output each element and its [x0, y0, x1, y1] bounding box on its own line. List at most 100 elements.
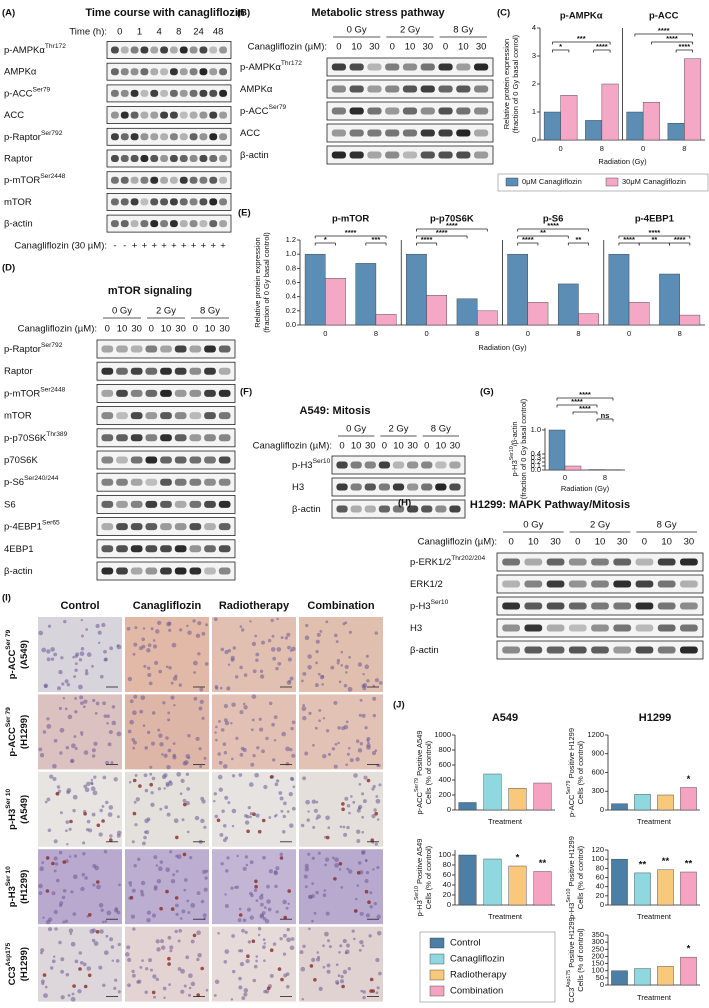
nucleus — [47, 927, 53, 932]
nucleus — [56, 686, 62, 691]
protein-band — [474, 107, 489, 115]
y-tick-label: 20 — [443, 890, 451, 899]
protein-band — [613, 558, 632, 566]
nucleus — [161, 774, 167, 780]
nucleus — [151, 913, 157, 918]
nucleus — [284, 636, 288, 640]
nucleus — [164, 805, 169, 810]
stained-cell — [257, 829, 262, 834]
nucleus — [374, 678, 379, 683]
nucleus — [166, 621, 171, 627]
bar — [684, 58, 702, 141]
protein-band — [204, 412, 216, 420]
nucleus — [313, 808, 318, 813]
panel-title: Metabolic stress pathway — [311, 7, 445, 19]
stained-cell — [246, 829, 250, 834]
label-part: p-AMPKα — [4, 45, 45, 56]
protein-band — [657, 646, 676, 654]
y-axis-title: (fraction of 0 Gy basal control) — [519, 398, 528, 499]
nucleus — [181, 818, 185, 822]
nucleus — [196, 957, 200, 962]
nucleus — [327, 939, 330, 943]
nucleus — [258, 717, 262, 721]
nucleus — [139, 709, 144, 714]
label-part: p-H3 — [292, 460, 313, 471]
protein-label: p-H3Ser10 — [410, 599, 449, 611]
protein-band — [179, 220, 188, 228]
nucleus — [214, 731, 217, 734]
nucleus — [258, 895, 264, 900]
facet-title: p-p70S6K — [430, 214, 474, 225]
nucleus — [358, 713, 362, 717]
nucleus — [58, 850, 63, 855]
nucleus — [255, 899, 259, 902]
protein-band — [218, 478, 231, 486]
lane-value: 10 — [161, 324, 172, 335]
nucleus — [239, 710, 244, 715]
protein-band — [110, 68, 119, 76]
nucleus — [59, 901, 64, 906]
x-tick-label: 0 — [627, 329, 631, 338]
y-axis-title: Relative protein expression — [253, 237, 262, 327]
nucleus — [95, 623, 100, 629]
protein-band — [456, 129, 471, 137]
nucleus — [358, 782, 362, 786]
protein-label: p-AMPKαThr172 — [4, 43, 66, 55]
protein-band — [218, 567, 231, 575]
nucleus — [259, 674, 265, 679]
nucleus — [322, 965, 326, 969]
protein-band — [421, 483, 433, 491]
nucleus — [90, 778, 94, 782]
nucleus — [78, 658, 83, 662]
nucleus — [73, 854, 78, 858]
nucleus — [325, 815, 330, 821]
protein-band — [635, 558, 654, 566]
protein-label: Raptor — [4, 366, 33, 377]
label-part: (H1299) — [19, 870, 30, 904]
nucleus — [131, 840, 135, 844]
nucleus — [139, 965, 143, 969]
nucleus — [214, 814, 219, 819]
nucleus — [100, 908, 104, 912]
facet-title: p-ACC — [649, 11, 679, 22]
nucleus — [185, 955, 190, 960]
protein-band — [218, 389, 231, 397]
nucleus — [214, 979, 220, 985]
nucleus — [372, 784, 376, 789]
nucleus — [70, 941, 76, 947]
nucleus — [328, 945, 332, 949]
nucleus — [47, 828, 52, 833]
protein-band — [160, 198, 169, 206]
nucleus — [346, 867, 350, 871]
nucleus — [111, 959, 115, 962]
nucleus — [46, 649, 51, 654]
nucleus — [74, 746, 78, 751]
nucleus — [213, 993, 217, 997]
nucleus — [80, 886, 85, 892]
protein-band — [591, 646, 609, 654]
y-tick-label: 20 — [596, 891, 604, 900]
protein-band — [406, 461, 419, 469]
significance-label: **** — [547, 221, 559, 230]
time-label: 0 — [117, 27, 122, 38]
stained-cell — [269, 948, 274, 952]
protein-band — [160, 478, 172, 486]
nucleus — [64, 919, 69, 924]
protein-band — [438, 129, 453, 137]
protein-band — [140, 89, 149, 97]
label-part: p-p70S6K — [4, 432, 47, 443]
panel-title: mTOR signaling — [108, 285, 192, 297]
nucleus — [249, 811, 253, 816]
nucleus — [178, 683, 182, 687]
stained-cell — [254, 879, 258, 884]
y-tick-label: 0 — [600, 805, 604, 814]
protein-band — [130, 567, 143, 575]
nucleus — [376, 764, 379, 768]
y-tick-label: 0 — [447, 805, 451, 814]
protein-label: H3 — [410, 623, 422, 634]
protein-band — [438, 63, 453, 71]
lane-value: 30 — [369, 42, 380, 53]
significance-label: ** — [685, 859, 693, 870]
nucleus — [271, 634, 275, 638]
nucleus — [368, 934, 372, 938]
